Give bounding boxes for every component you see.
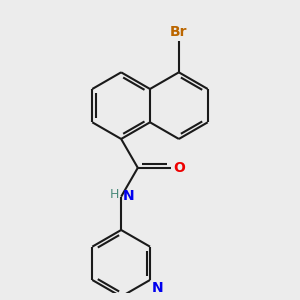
Text: O: O	[173, 161, 185, 175]
Text: Br: Br	[170, 25, 188, 39]
Text: H: H	[110, 188, 119, 201]
Text: N: N	[122, 189, 134, 203]
Text: N: N	[152, 281, 164, 295]
